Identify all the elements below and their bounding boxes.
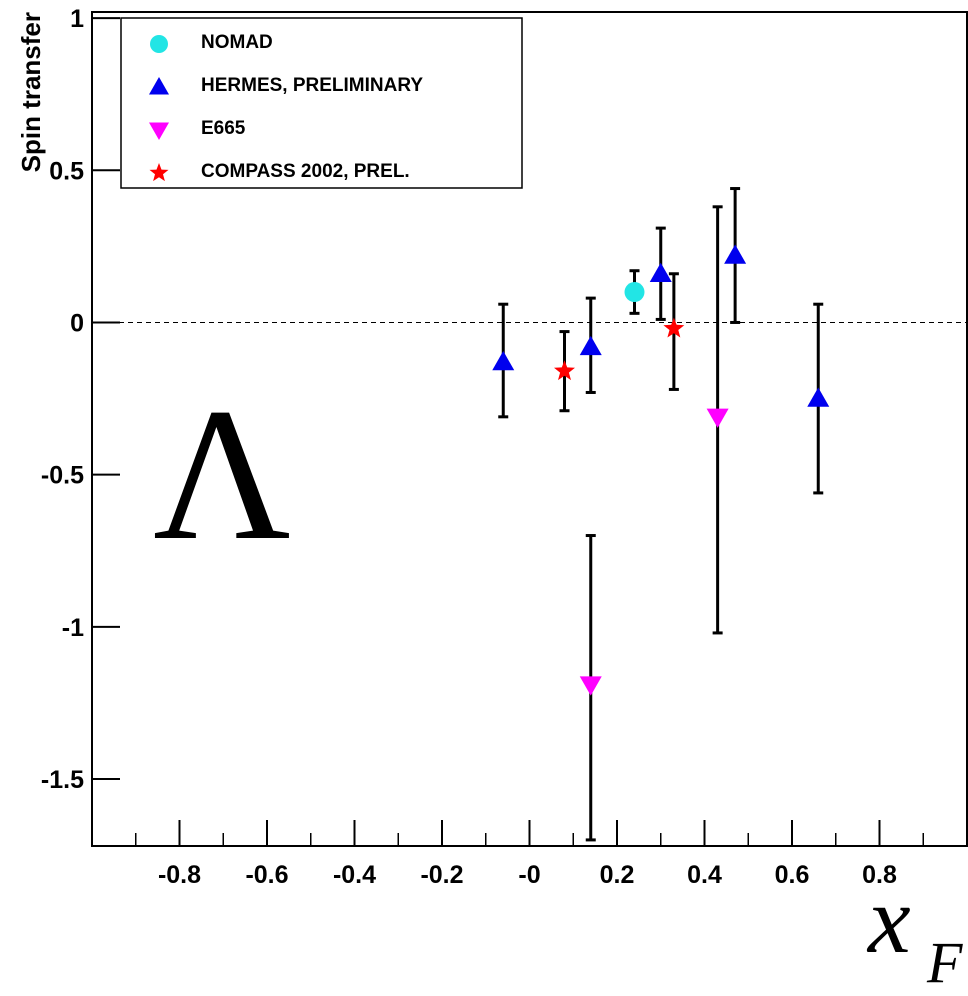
- legend-box: [120, 17, 523, 189]
- axes-layer: -0.8 -0.6 -0.4 -0.2 -0 0.2 0.4 0.6 0.8 1 0.5 0 -0.5 -…: [41, 5, 968, 889]
- y-tick-label: -0.5: [41, 462, 84, 490]
- y-axis-label: Spin transfer: [16, 12, 46, 172]
- series-hermes-preliminary: [492, 187, 830, 495]
- legend-label: COMPASS 2002, PREL.: [201, 161, 410, 182]
- x-tick-label: 0.4: [687, 861, 722, 889]
- marks-layer: [492, 187, 830, 842]
- series-compass-2002-prel: [554, 272, 685, 413]
- data-point: [579, 335, 602, 356]
- data-point: [492, 351, 515, 371]
- x-axis-label: x: [866, 866, 911, 973]
- y-tick-label: 0: [70, 309, 84, 337]
- legend-marker: [150, 35, 168, 53]
- legend: NOMAD HERMES, PRELIMINARY E665 COMPASS 2002…: [120, 17, 523, 189]
- data-point: [554, 360, 575, 381]
- y-tick-label: -1: [62, 614, 84, 642]
- x-tick-label: -0.6: [245, 861, 288, 889]
- x-tick-label: -0: [518, 861, 540, 889]
- data-point: [649, 262, 672, 283]
- legend-label: NOMAD: [201, 32, 273, 53]
- legend-marker: [149, 77, 169, 95]
- x-tick-label: 0.8: [862, 861, 897, 889]
- x-axis-label-subscript: F: [926, 930, 963, 991]
- legend-label: HERMES, PRELIMINARY: [201, 75, 423, 96]
- labels-layer: Spin transfer x F Λ: [16, 12, 963, 995]
- lambda-annotation: Λ: [153, 370, 291, 580]
- legend-marker: [149, 163, 169, 182]
- series-nomad: [624, 269, 645, 315]
- data-point: [706, 408, 729, 428]
- data-point: [624, 282, 645, 303]
- x-tick-label: -0.2: [420, 861, 463, 889]
- x-tick-label: -0.8: [158, 861, 201, 889]
- x-tick-label: -0.4: [333, 861, 376, 889]
- data-point: [663, 317, 685, 338]
- y-tick-label: -1.5: [41, 766, 84, 794]
- legend-marker: [149, 122, 169, 140]
- x-tick-label: 0.6: [775, 861, 810, 889]
- legend-label: E665: [201, 118, 246, 139]
- data-point: [724, 244, 747, 264]
- x-tick-label: 0.2: [600, 861, 635, 889]
- data-point: [807, 387, 830, 407]
- series-e665: [579, 205, 729, 842]
- y-tick-label: 0.5: [49, 157, 84, 185]
- y-tick-label: 1: [70, 5, 84, 33]
- data-point: [579, 676, 602, 696]
